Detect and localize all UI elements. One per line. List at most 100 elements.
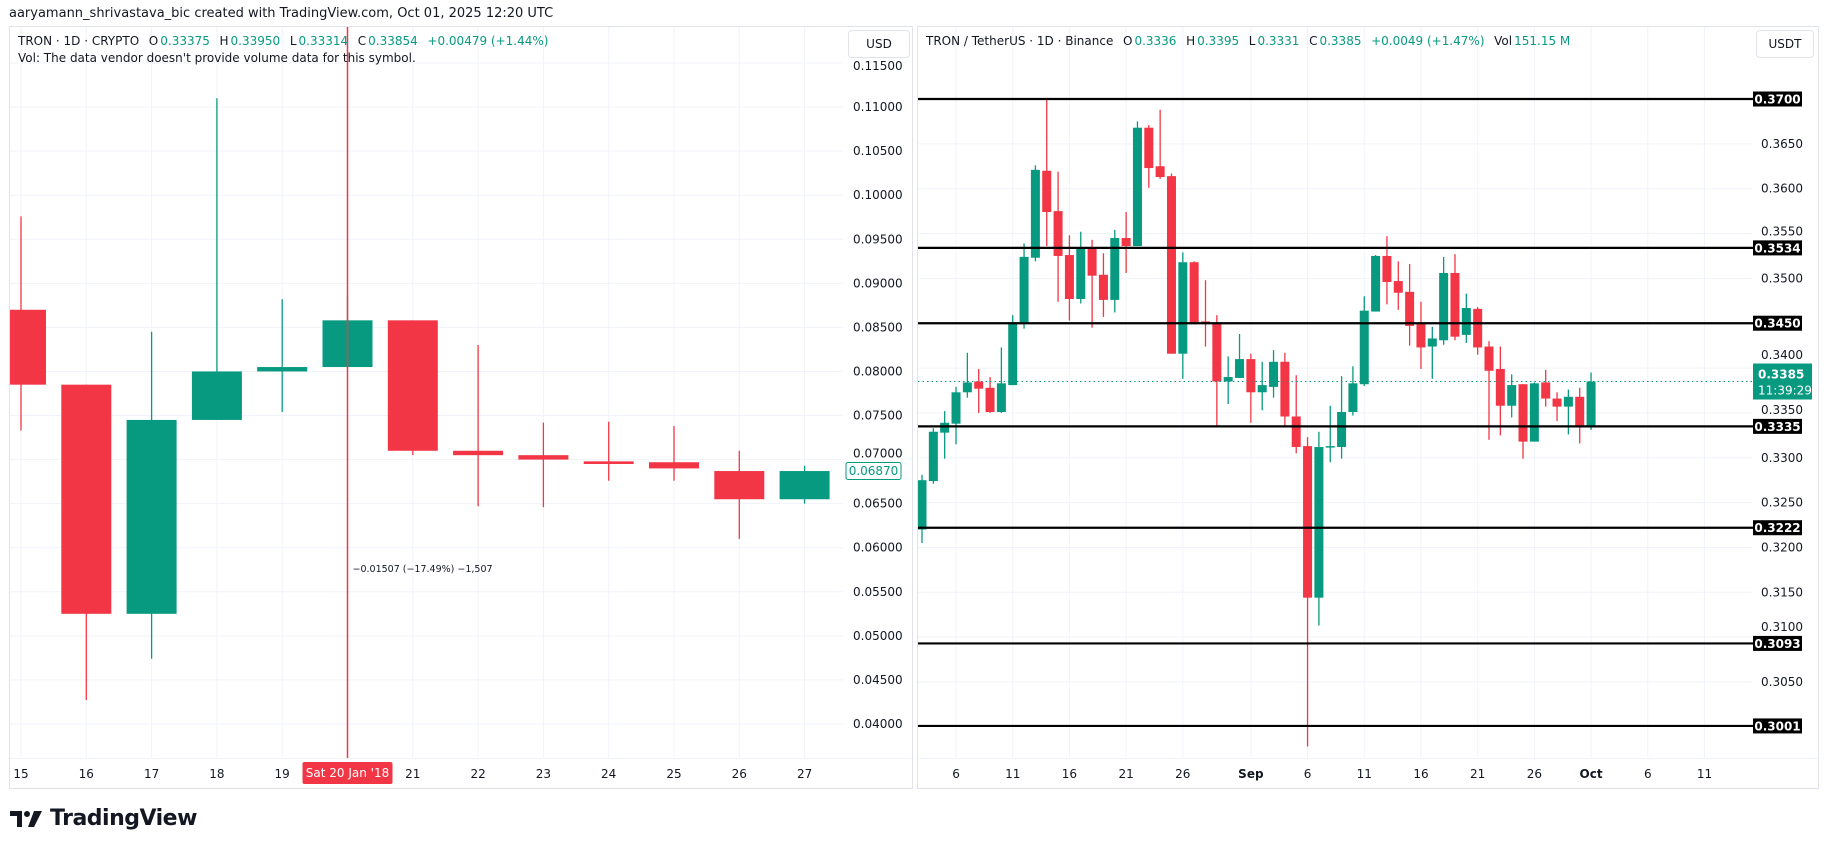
candle [126,331,177,659]
left-plot [10,27,843,758]
y-tick-label: 0.08000 [853,364,903,378]
candle-body [1325,446,1335,448]
candle-body [1348,383,1358,413]
candle-body [996,383,1006,413]
candle [257,299,308,412]
right-symbol[interactable]: TRON / TetherUS · 1D · Binance [926,34,1114,48]
right-legend: TRON / TetherUS · 1D · Binance O 0.3336 H… [926,34,1572,48]
volume-note: Vol: The data vendor doesn't provide vol… [18,51,416,65]
y-tick-label: 0.07000 [853,447,903,461]
candle-body [985,387,995,413]
candle-body [1473,308,1483,348]
x-tick-label: 6 [952,767,960,781]
candle-body [1337,412,1347,447]
candle-body [962,382,972,393]
close-label: C [1309,34,1318,48]
candle [1461,293,1471,343]
candle [1087,239,1097,328]
candle [1495,346,1505,436]
candle [1507,374,1517,418]
tradingview-logo-icon [10,810,42,827]
low-label: L [1248,34,1256,48]
candle [1382,236,1392,305]
candle [985,377,995,413]
left-currency-button[interactable]: USD [848,30,910,58]
candle-body [1359,310,1369,385]
candle [1132,121,1142,247]
crosshair-measure-note: −0.01507 (−17.49%) −1,507 [353,564,493,575]
y-tick-label: 0.09500 [853,232,903,246]
brand-name: TradingView [50,806,197,831]
level-price-box [1753,418,1802,434]
level-price-label: 0.3700 [1754,93,1800,107]
open-value: 0.3336 [1134,34,1177,48]
candle-body [1393,281,1403,293]
x-tick-label: 22 [470,767,485,781]
right-plot [918,27,1752,758]
level-price-box [1753,520,1802,536]
y-tick-label: 0.3350 [1761,403,1803,417]
y-tick-label: 0.10000 [853,188,903,202]
close-value: 0.33854 [368,34,418,48]
volume-label: Vol [1494,34,1513,48]
y-tick-label: 0.11000 [853,100,903,114]
left-symbol[interactable]: TRON · 1D · CRYPTO [18,34,140,48]
y-tick-label: 0.3400 [1761,348,1803,362]
candle-body [1212,322,1222,382]
last-price-box [845,462,902,481]
candle-body [1416,324,1426,348]
right-currency-button[interactable]: USDT [1756,30,1814,58]
y-tick-label: 0.3200 [1761,540,1803,554]
low-value: 0.3331 [1257,34,1300,48]
y-tick-label: 0.07500 [853,409,903,423]
candle [1348,366,1358,416]
x-tick-label: 26 [1527,767,1542,781]
candle-body [1076,247,1086,300]
y-tick-label: 0.3500 [1761,271,1803,285]
candle-body [387,320,438,451]
x-tick-label: Sep [1238,767,1264,781]
y-tick-label: 0.04000 [853,717,903,731]
candle-body [1529,383,1539,442]
candle [1359,296,1369,387]
candle [1076,231,1086,304]
y-tick-label: 0.09000 [853,276,903,290]
x-tick-label: 11 [1005,767,1020,781]
y-tick-label: 0.3100 [1761,620,1803,634]
x-tick-label: 25 [666,767,681,781]
candle [1518,384,1528,459]
candle-body [1155,166,1165,178]
tradingview-logo[interactable]: TradingView [10,806,197,831]
candle-body [10,309,46,385]
candle-body [1030,169,1040,258]
y-tick-label: 0.3250 [1761,496,1803,510]
candle [649,426,699,481]
close-value: 0.3385 [1319,34,1362,48]
y-tick-label: 0.05500 [853,585,903,599]
candle [1325,405,1335,463]
candle [951,386,961,445]
candle [387,320,438,456]
candle-body [518,455,569,460]
x-tick-label: 27 [797,767,812,781]
candle [1280,352,1290,426]
left-chart-frame [9,26,913,789]
level-price-label: 0.3001 [1754,719,1800,733]
y-tick-label: 0.06000 [853,541,903,555]
candle [1405,264,1415,346]
candle [1201,280,1210,347]
candle-body [1246,359,1256,393]
candle [1121,212,1131,273]
candle-body [61,384,112,614]
x-tick-label: 19 [275,767,290,781]
high-value: 0.33950 [230,34,281,48]
change-value: +0.00479 (+1.44%) [427,34,549,48]
last-price-label: 0.3385 [1758,368,1804,382]
candle-body [1121,238,1131,247]
candle-body [714,471,765,500]
level-price-box [1753,91,1802,107]
bar-countdown-label: 11:39:29 [1758,384,1812,398]
level-price-label: 0.3093 [1754,637,1800,651]
candle-body [583,461,634,464]
